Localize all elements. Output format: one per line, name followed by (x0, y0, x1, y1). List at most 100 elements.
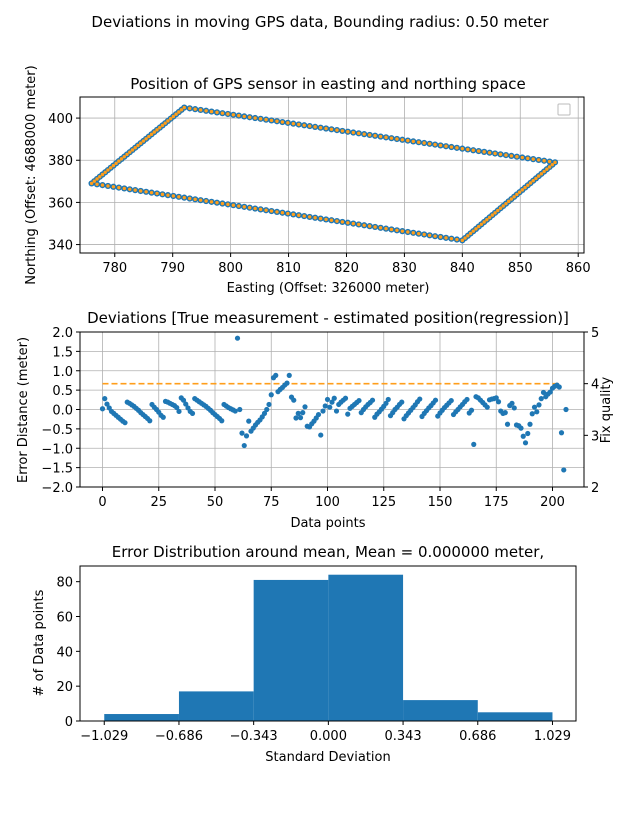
regression-point (108, 166, 113, 170)
deviation-point (509, 400, 515, 406)
deviation-grid (80, 331, 584, 488)
regression-point (138, 189, 143, 193)
deviation-ytick-right-label: 3 (591, 429, 599, 444)
deviation-point (504, 421, 511, 427)
regression-point (378, 134, 383, 139)
regression-point (406, 230, 410, 234)
distribution-xlabel: Standard Deviation (265, 750, 390, 765)
regression-point (509, 197, 514, 201)
regression-point (346, 130, 350, 134)
deviation-point (399, 399, 405, 405)
regression-point (122, 186, 127, 191)
deviation-point (471, 441, 477, 447)
regression-point (269, 118, 274, 123)
regression-point (103, 170, 107, 174)
deviation-point (448, 397, 454, 404)
regression-point (477, 149, 481, 153)
position-title: Position of GPS sensor in easting and no… (130, 75, 526, 93)
distribution-panel: Error Distribution around mean, Mean = 0… (32, 543, 577, 765)
regression-point (373, 225, 377, 229)
regression-point (302, 214, 306, 218)
regression-point (504, 201, 508, 206)
regression-point (378, 226, 383, 230)
deviation-point (529, 411, 535, 417)
deviation-title: Deviations [True measurement - estimated… (87, 309, 569, 327)
deviation-point (160, 414, 166, 420)
regression-point (509, 154, 514, 158)
regression-point (286, 121, 290, 125)
regression-point (455, 146, 459, 150)
deviation-point (417, 396, 423, 402)
regression-point (438, 235, 443, 239)
regression-point (400, 229, 405, 233)
distribution-ylabel: # of Data points (32, 589, 47, 696)
regression-point (501, 204, 505, 208)
regression-point (280, 120, 285, 124)
deviation-point (327, 404, 333, 410)
regression-point (468, 231, 473, 236)
regression-point (520, 155, 525, 160)
regression-point (498, 152, 503, 156)
regression-point (177, 110, 181, 114)
deviation-ytick-label: 0.0 (52, 404, 73, 419)
regression-point (297, 213, 301, 217)
regression-point (329, 218, 334, 222)
regression-point (220, 111, 225, 115)
deviation-point (189, 410, 196, 416)
position-xtick-label: 820 (334, 261, 359, 276)
deviation-panel: Deviations [True measurement - estimated… (16, 309, 614, 531)
regression-point (449, 236, 454, 241)
regression-point (111, 163, 116, 168)
histogram-bar (104, 714, 179, 721)
regression-point (141, 139, 146, 143)
deviation-point (383, 400, 389, 406)
deviation-point (147, 418, 153, 424)
regression-point (362, 223, 366, 227)
regression-point (307, 124, 312, 128)
position-frame (79, 96, 585, 254)
regression-point (520, 188, 525, 192)
deviation-point (300, 410, 306, 416)
regression-point (542, 159, 546, 163)
regression-point (517, 190, 522, 194)
regression-point (248, 115, 252, 119)
deviation-point (493, 395, 499, 401)
regression-point (106, 168, 110, 172)
regression-point (335, 219, 339, 223)
regression-point (318, 125, 323, 130)
regression-point (198, 108, 203, 112)
regression-point (100, 183, 105, 187)
regression-point (119, 157, 124, 161)
position-ylabel: Northing (Offset: 4688000 meter) (24, 65, 39, 284)
regression-point (253, 206, 257, 211)
regression-point (128, 187, 132, 191)
position-xtick-label: 850 (508, 261, 533, 276)
regression-point (493, 211, 497, 215)
regression-point (504, 153, 508, 157)
deviation-point (385, 396, 391, 403)
regression-point (515, 155, 519, 159)
regression-point (444, 144, 448, 148)
distribution-title: Error Distribution around mean, Mean = 0… (112, 543, 544, 561)
regression-point (427, 233, 432, 238)
regression-point (193, 107, 197, 111)
regression-point (490, 213, 495, 217)
deviation-point (174, 404, 180, 411)
regression-point (125, 152, 129, 157)
deviation-point (540, 389, 547, 396)
regression-point (155, 191, 159, 196)
regression-point (471, 148, 475, 152)
deviation-point (527, 421, 533, 427)
regression-point (318, 216, 323, 221)
position-xtick-label: 830 (392, 261, 417, 276)
deviation-point (320, 408, 326, 414)
deviation-xtick-label: 125 (371, 495, 396, 510)
regression-point (291, 121, 296, 126)
regression-point (460, 146, 465, 151)
deviation-point (331, 395, 337, 401)
deviation-xlabel: Data points (290, 516, 365, 531)
regression-point (122, 154, 127, 159)
regression-point (536, 158, 541, 162)
regression-point (275, 210, 279, 214)
regression-point (542, 169, 546, 174)
